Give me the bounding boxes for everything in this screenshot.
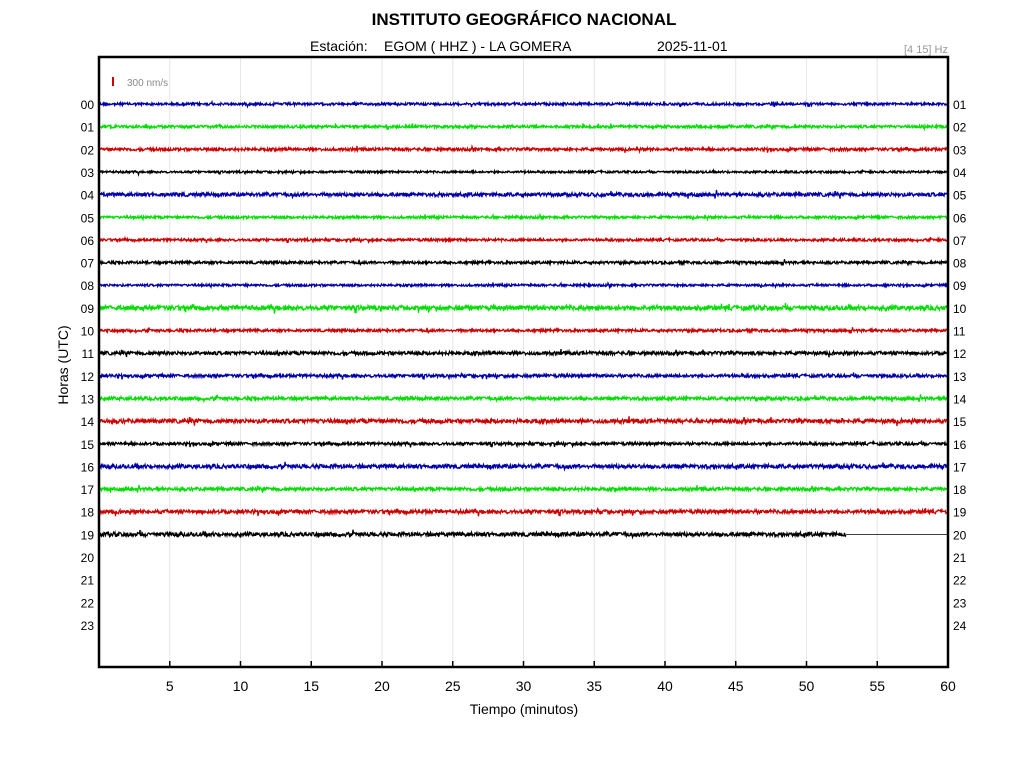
left-hour-label-19: 19	[81, 528, 95, 542]
right-hour-label-03: 03	[953, 143, 967, 157]
trace-hour-9	[98, 302, 949, 314]
left-hour-labels: 00 01 02 03 04 05 06 07 08 09 10 11 12 13 14 15 16 17 18 19…	[81, 98, 95, 633]
x-axis-ticks: 5 10 15 20 25 30 35 40 45 50 55 60	[166, 661, 956, 694]
x-tick-label-55: 55	[869, 678, 885, 694]
left-hour-label-17: 17	[81, 483, 95, 497]
left-hour-label-20: 20	[81, 551, 95, 565]
x-tick-label-45: 45	[728, 678, 744, 694]
right-hour-label-16: 16	[953, 438, 967, 452]
right-hour-label-24: 24	[953, 619, 967, 633]
station-name: EGOM ( HHZ ) - LA GOMERA	[384, 38, 572, 54]
right-hour-label-04: 04	[953, 166, 967, 180]
left-hour-label-21: 21	[81, 574, 95, 588]
trace-hour-5	[98, 212, 949, 222]
right-hour-label-20: 20	[953, 528, 967, 542]
left-hour-label-03: 03	[81, 166, 95, 180]
grid-lines	[169, 57, 878, 667]
left-hour-label-05: 05	[81, 211, 95, 225]
trace-hour-12	[98, 371, 949, 381]
trace-hour-7	[98, 258, 949, 267]
x-tick-label-40: 40	[657, 678, 673, 694]
right-hour-label-05: 05	[953, 189, 967, 203]
x-tick-label-25: 25	[445, 678, 461, 694]
trace-hour-16	[98, 461, 949, 472]
trace-hour-1	[98, 122, 949, 132]
x-tick-label-20: 20	[374, 678, 390, 694]
scale-label: 300 nm/s	[127, 78, 168, 89]
right-hour-label-12: 12	[953, 347, 967, 361]
trace-hour-18	[98, 506, 949, 517]
right-hour-label-14: 14	[953, 392, 967, 406]
left-hour-label-01: 01	[81, 121, 95, 135]
trace-hour-0	[98, 99, 949, 109]
left-hour-label-12: 12	[81, 370, 95, 384]
left-hour-label-15: 15	[81, 438, 95, 452]
right-hour-label-07: 07	[953, 234, 967, 248]
right-hour-label-08: 08	[953, 257, 967, 271]
x-tick-label-35: 35	[586, 678, 602, 694]
trace-hour-17	[98, 484, 949, 494]
x-tick-label-10: 10	[233, 678, 249, 694]
trace-hour-3	[98, 167, 949, 178]
y-axis-label: Horas (UTC)	[55, 325, 71, 404]
trace-hour-14	[98, 416, 949, 427]
left-hour-label-04: 04	[81, 189, 95, 203]
right-hour-label-09: 09	[953, 279, 967, 293]
left-hour-label-22: 22	[81, 596, 95, 610]
date-label: 2025-11-01	[657, 38, 728, 54]
left-hour-label-16: 16	[81, 460, 95, 474]
right-hour-label-13: 13	[953, 370, 967, 384]
right-hour-label-10: 10	[953, 302, 967, 316]
trace-hour-10	[98, 326, 949, 335]
left-hour-label-14: 14	[81, 415, 95, 429]
right-hour-label-22: 22	[953, 574, 967, 588]
right-hour-label-15: 15	[953, 415, 967, 429]
seismic-traces	[98, 99, 949, 540]
right-hour-label-18: 18	[953, 483, 967, 497]
trace-hour-4	[98, 189, 949, 200]
right-hour-label-11: 11	[953, 325, 966, 339]
left-hour-label-13: 13	[81, 392, 95, 406]
left-hour-label-06: 06	[81, 234, 95, 248]
x-tick-label-50: 50	[799, 678, 815, 694]
left-hour-label-08: 08	[81, 279, 95, 293]
right-hour-label-19: 19	[953, 506, 967, 520]
trace-hour-8	[98, 281, 949, 290]
left-hour-label-00: 00	[81, 98, 95, 112]
trace-hour-11	[98, 348, 949, 358]
trace-hour-19	[98, 529, 847, 540]
chart-title: INSTITUTO GEOGRÁFICO NACIONAL	[372, 10, 677, 29]
left-hour-label-18: 18	[81, 506, 95, 520]
scale-bar	[112, 77, 114, 86]
left-hour-label-09: 09	[81, 302, 95, 316]
filter-label: [4 15] Hz	[904, 44, 948, 56]
x-tick-label-30: 30	[516, 678, 532, 694]
right-hour-labels: 01 02 03 04 05 06 07 08 09 10 11 12 13 14 15 16 17 18 19 20…	[953, 98, 967, 633]
left-hour-label-02: 02	[81, 143, 95, 157]
x-tick-label-60: 60	[940, 678, 956, 694]
left-hour-label-23: 23	[81, 619, 95, 633]
trace-hour-15	[98, 439, 949, 449]
station-label: Estación:	[310, 38, 368, 54]
x-axis-label: Tiempo (minutos)	[470, 701, 578, 717]
left-hour-label-10: 10	[81, 325, 95, 339]
trace-hour-6	[98, 235, 949, 245]
right-hour-label-17: 17	[953, 460, 967, 474]
trace-hour-13	[98, 394, 949, 404]
trace-hour-2	[98, 144, 949, 155]
right-hour-label-02: 02	[953, 121, 967, 135]
x-tick-label-5: 5	[166, 678, 174, 694]
right-hour-label-01: 01	[953, 98, 967, 112]
right-hour-label-06: 06	[953, 211, 967, 225]
right-hour-label-23: 23	[953, 596, 967, 610]
left-hour-label-07: 07	[81, 257, 95, 271]
left-hour-label-11: 11	[82, 347, 95, 361]
right-hour-label-21: 21	[953, 551, 967, 565]
x-tick-label-15: 15	[303, 678, 319, 694]
